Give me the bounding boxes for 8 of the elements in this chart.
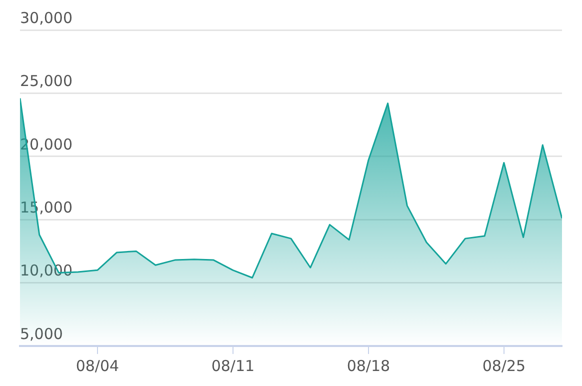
x-tick-label: 08/11 (211, 356, 255, 375)
y-tick-label: 25,000 (20, 72, 72, 90)
x-tick-label: 08/04 (76, 356, 120, 375)
y-tick-label: 30,000 (20, 8, 72, 27)
y-tick-label: 5,000 (20, 324, 63, 343)
x-tick-label: 08/18 (346, 356, 390, 375)
y-tick-label: 10,000 (20, 262, 72, 280)
x-tick-label: 08/25 (482, 356, 526, 375)
